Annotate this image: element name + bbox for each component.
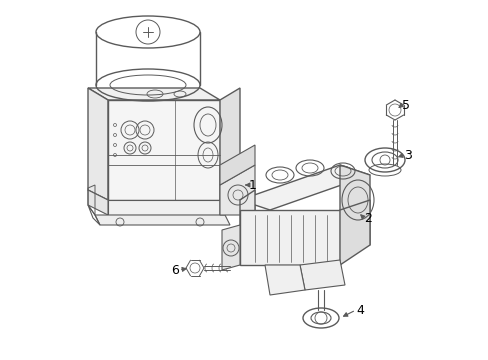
Polygon shape (108, 100, 220, 200)
Polygon shape (222, 225, 240, 270)
Polygon shape (299, 260, 345, 290)
Text: 6: 6 (171, 264, 179, 276)
Text: 1: 1 (248, 179, 256, 192)
Text: 2: 2 (364, 212, 371, 225)
Polygon shape (220, 145, 254, 185)
Text: 5: 5 (401, 99, 409, 112)
Polygon shape (339, 200, 369, 265)
Polygon shape (220, 88, 240, 200)
Polygon shape (88, 190, 108, 215)
Polygon shape (240, 190, 254, 265)
Text: 3: 3 (403, 149, 411, 162)
Polygon shape (264, 265, 305, 295)
Polygon shape (108, 200, 220, 215)
Polygon shape (240, 210, 339, 265)
Polygon shape (220, 188, 240, 215)
Polygon shape (88, 88, 220, 100)
Polygon shape (220, 165, 254, 215)
Polygon shape (88, 88, 108, 200)
Polygon shape (95, 215, 229, 225)
Text: 4: 4 (355, 303, 363, 316)
Polygon shape (240, 165, 369, 210)
Polygon shape (339, 165, 369, 245)
